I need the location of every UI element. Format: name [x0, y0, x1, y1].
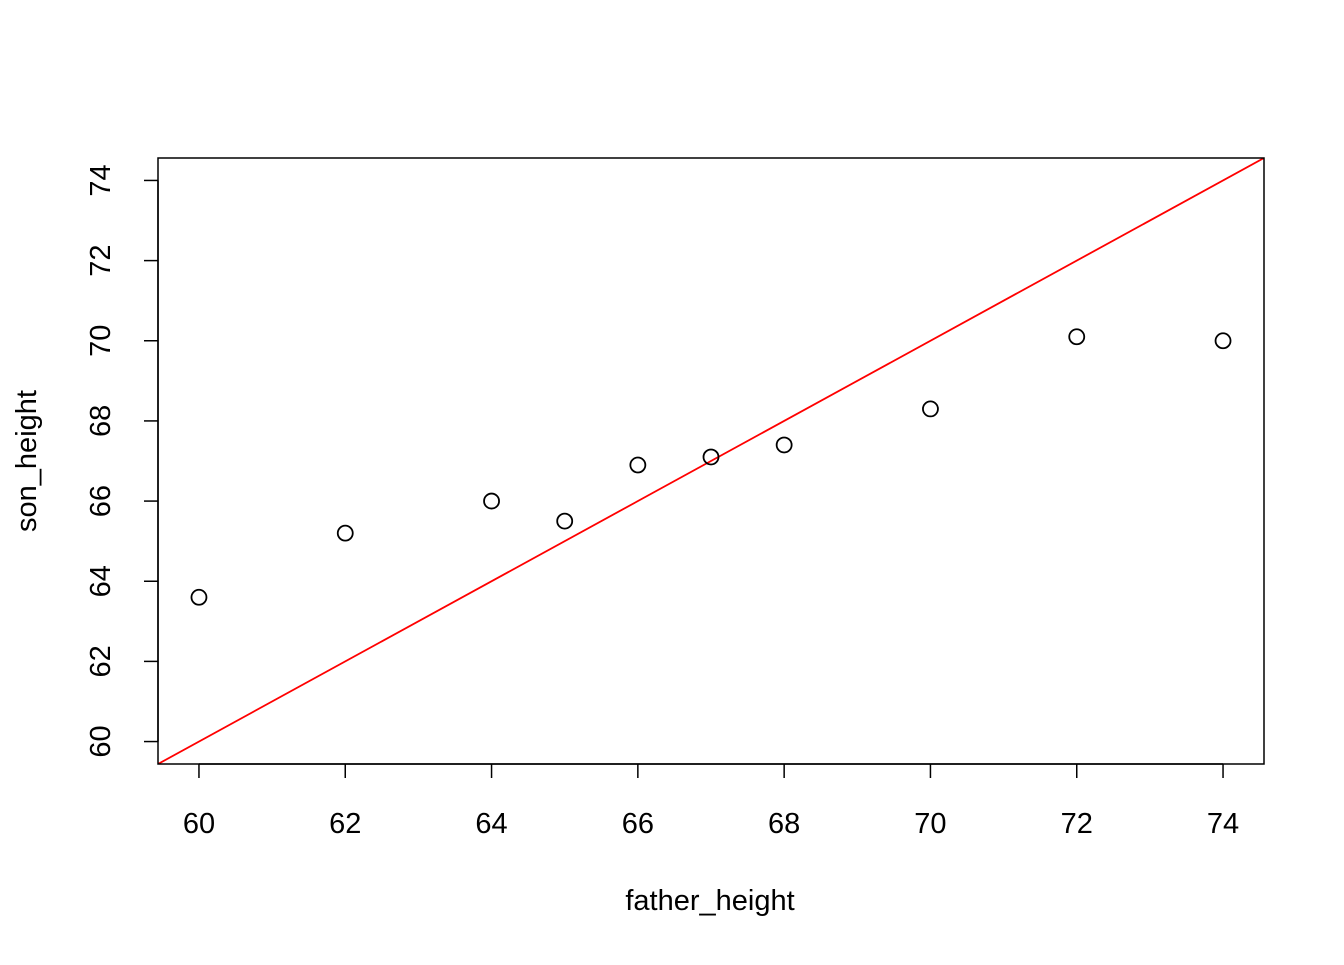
- data-point: [775, 436, 793, 454]
- data-point: [336, 524, 354, 542]
- reference-line-layer: [158, 158, 1264, 764]
- y-tick-label: 66: [85, 485, 117, 517]
- points-layer: [190, 328, 1232, 606]
- x-tick-label: 64: [475, 808, 507, 840]
- x-tick-label: 72: [1061, 808, 1093, 840]
- data-point: [190, 588, 208, 606]
- x-tick-label: 66: [622, 808, 654, 840]
- data-point: [922, 400, 939, 418]
- x-tick-label: 62: [329, 808, 361, 840]
- x-tick-label: 70: [914, 808, 946, 840]
- y-tick-label: 74: [85, 164, 117, 196]
- data-point: [1068, 328, 1086, 346]
- y-tick-label: 60: [85, 725, 117, 757]
- x-tick-label: 68: [768, 808, 800, 840]
- data-point: [1214, 332, 1232, 350]
- x-tick-label: 60: [183, 808, 215, 840]
- x-tick-label: 74: [1207, 808, 1239, 840]
- data-point: [556, 512, 574, 530]
- x-axis-label: father_height: [625, 885, 794, 917]
- reference-line: [158, 158, 1264, 764]
- data-point: [629, 456, 647, 474]
- plot-frame: [157, 157, 1265, 765]
- axes-layer: 60 62 64 66 68 70 72 74 60 62 64 66 68 70 72 74: [85, 164, 1239, 840]
- y-tick-label: 64: [85, 565, 117, 597]
- y-tick-label: 72: [85, 244, 117, 276]
- y-tick-label: 68: [85, 405, 117, 437]
- y-axis-label: son_height: [11, 390, 43, 532]
- y-tick-label: 62: [85, 645, 117, 677]
- y-tick-label: 70: [85, 325, 117, 357]
- data-point: [483, 492, 500, 510]
- data-point: [702, 448, 720, 466]
